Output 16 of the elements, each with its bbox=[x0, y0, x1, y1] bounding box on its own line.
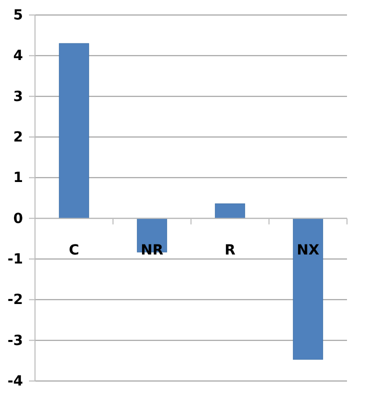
y-tick-label: 0 bbox=[13, 210, 24, 227]
y-tick-label: -2 bbox=[7, 292, 23, 308]
bar bbox=[58, 43, 90, 219]
y-tick-label: 5 bbox=[13, 7, 23, 24]
y-tick-label: 4 bbox=[13, 48, 24, 64]
x-tick-label: C bbox=[68, 242, 80, 258]
y-tick-label: -4 bbox=[7, 373, 24, 390]
bar bbox=[292, 218, 324, 360]
y-tick-label: -1 bbox=[7, 251, 23, 268]
y-tick-label: -3 bbox=[7, 332, 23, 349]
y-tick-label: 3 bbox=[13, 88, 23, 105]
y-tick-label: 2 bbox=[13, 129, 23, 146]
x-tick-label: NX bbox=[296, 242, 320, 258]
y-tick-label: 1 bbox=[13, 170, 23, 186]
x-tick-label: R bbox=[224, 242, 236, 258]
bar bbox=[214, 203, 246, 219]
